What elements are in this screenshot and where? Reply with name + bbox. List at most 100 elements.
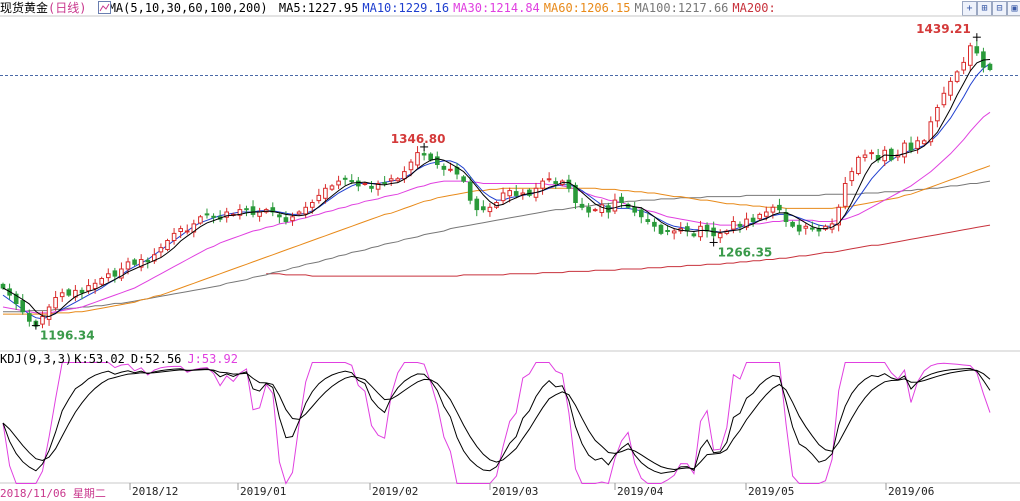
- candle-body: [408, 161, 414, 171]
- candle-body: [691, 233, 697, 237]
- ma100-line: [3, 180, 991, 313]
- candle-body: [974, 46, 980, 54]
- candle-body: [764, 211, 769, 217]
- candle-body: [961, 61, 967, 71]
- candle-body: [79, 289, 85, 294]
- kdj-value: J:53.92: [187, 352, 238, 366]
- candle-body: [717, 232, 723, 239]
- candle-body: [211, 215, 216, 218]
- candle-body: [770, 206, 776, 213]
- candle-body: [369, 185, 374, 189]
- candle-body: [125, 261, 131, 270]
- candle-body: [415, 152, 420, 166]
- candle-body: [507, 190, 512, 197]
- candle-body: [277, 214, 282, 218]
- candle-body: [665, 230, 670, 232]
- candle-body: [441, 165, 447, 170]
- candle-body: [573, 184, 578, 203]
- date-axis: 2018/11/06 星期二 2018/12 2019/01 2019/02 2019…: [0, 484, 1020, 501]
- candle-body: [790, 221, 795, 227]
- candle-body: [921, 140, 927, 145]
- candle-body: [579, 203, 585, 208]
- month-label: 2019/05: [748, 485, 795, 498]
- candle-body: [336, 180, 341, 186]
- month-label: 2019/06: [888, 485, 935, 498]
- month-label: 2018/12: [132, 485, 179, 498]
- candle-body: [27, 313, 32, 322]
- candle-body: [53, 297, 58, 309]
- kdj-value: D:52.56: [130, 352, 182, 366]
- month-label: 2019/03: [492, 485, 539, 498]
- ma30-line: [2, 111, 991, 314]
- candle-body: [803, 225, 809, 229]
- kdj-d-line: [2, 368, 991, 471]
- kdj-header: KDJ(9,3,3) K:53.02 D:52.56 J:53.92: [0, 352, 250, 366]
- candle-body: [540, 180, 545, 189]
- chart-header: 现货黄金(日线) MA(5,10,30,60,100,200) MA5:1227…: [0, 0, 960, 16]
- candle-body: [428, 153, 433, 161]
- candle-body: [796, 224, 802, 232]
- candle-body: [198, 216, 203, 224]
- candle-body: [395, 178, 401, 182]
- candle-body: [152, 254, 157, 262]
- candle-body: [849, 171, 855, 182]
- candle-body: [375, 183, 381, 190]
- candle-body: [527, 189, 532, 196]
- candle-body: [204, 213, 210, 216]
- candle-body: [46, 306, 52, 320]
- candle-body: [178, 228, 183, 233]
- ma10-line: [2, 63, 991, 320]
- ma-value: MA60:1206.15: [543, 1, 631, 15]
- candle-body: [619, 196, 624, 204]
- candle-body: [645, 219, 651, 223]
- candle-body: [362, 183, 368, 185]
- extreme-label: 1196.34: [40, 329, 95, 343]
- kdj-k-line: [2, 367, 991, 474]
- candle-body: [257, 211, 262, 217]
- candle-body: [303, 206, 308, 215]
- candle-body: [92, 282, 98, 289]
- month-label: 2019/02: [372, 485, 419, 498]
- ma60-line: [3, 165, 991, 315]
- candle-body: [421, 153, 427, 156]
- ma200-line: [266, 224, 991, 277]
- candle-body: [553, 181, 559, 185]
- candle-body: [566, 179, 572, 189]
- extreme-label: 1346.80: [391, 132, 446, 146]
- candle-body: [744, 218, 749, 228]
- candle-body: [388, 178, 394, 182]
- candle-body: [13, 293, 19, 305]
- candle-body: [586, 206, 591, 213]
- candle-body: [224, 211, 229, 218]
- candle-body: [941, 92, 947, 106]
- candle-body: [310, 202, 315, 208]
- candle-body: [356, 180, 361, 187]
- candle-body: [467, 181, 473, 201]
- candle-body: [737, 223, 743, 227]
- candle-body: [402, 171, 407, 180]
- period-label[interactable]: (日线): [48, 1, 87, 15]
- candle-body: [119, 268, 124, 279]
- selected-date: 2018/11/06 星期二: [0, 485, 106, 501]
- candle-body: [546, 178, 552, 181]
- candle-body: [902, 142, 907, 158]
- ma-value: MA200:: [732, 1, 776, 15]
- candle-body: [862, 154, 868, 158]
- candle-body: [731, 221, 736, 230]
- candle-body: [777, 204, 782, 211]
- candle-body: [652, 221, 657, 227]
- candle-body: [349, 180, 354, 183]
- candle-body: [513, 191, 519, 196]
- ma-indicator-icon[interactable]: [97, 1, 111, 14]
- candle-body: [612, 199, 618, 212]
- kdj-values: K:53.02 D:52.56 J:53.92: [74, 352, 244, 366]
- candle-body: [632, 206, 638, 213]
- candle-body: [158, 247, 164, 253]
- candle-body: [757, 213, 763, 220]
- candle-body: [66, 289, 72, 296]
- candle-body: [237, 209, 243, 216]
- extreme-label: 1439.21: [916, 22, 971, 36]
- candle-body: [869, 152, 874, 155]
- candle-body: [184, 230, 190, 233]
